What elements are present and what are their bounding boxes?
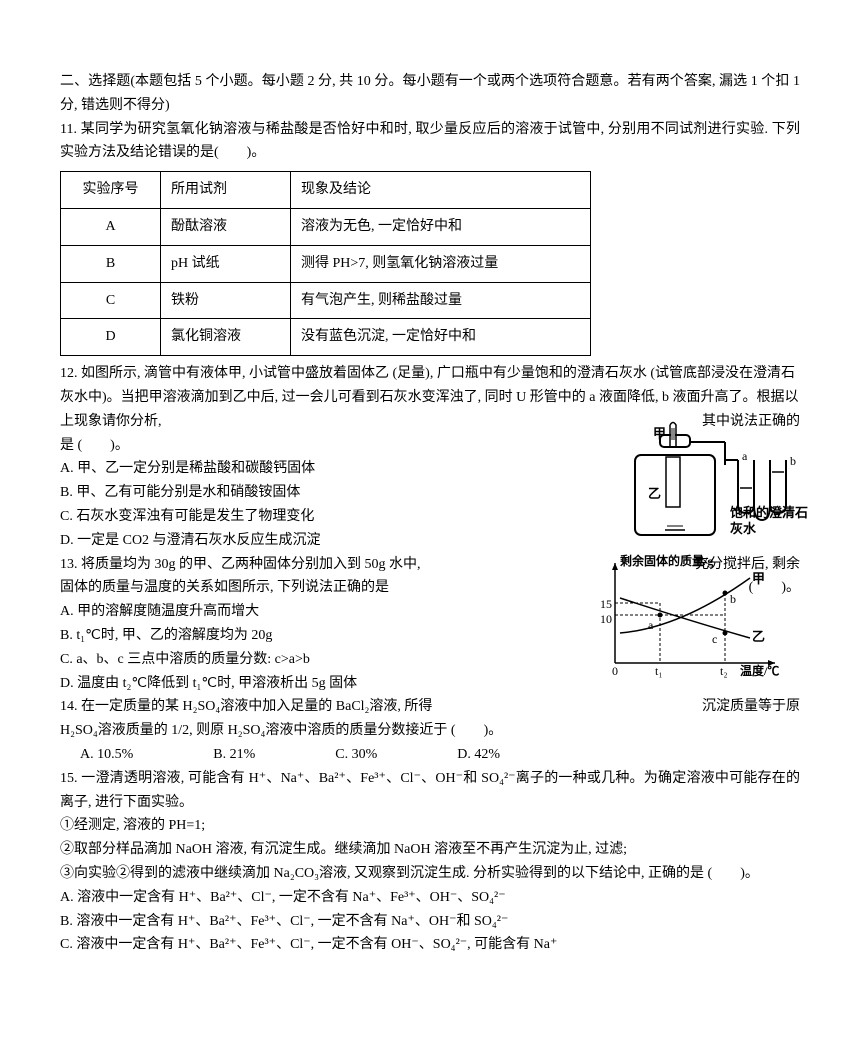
cell-reagent: 酚酞溶液 (161, 208, 291, 245)
table-row: B pH 试纸 测得 PH>7, 则氢氧化钠溶液过量 (61, 245, 591, 282)
q15-optC: C. 溶液中一定含有 H⁺、Ba²⁺、Fe³⁺、Cl⁻, 一定不含有 OH⁻、S… (60, 933, 800, 957)
x1: t₁ (655, 664, 663, 678)
q15-optB: B. 溶液中一定含有 H⁺、Ba²⁺、Fe³⁺、Cl⁻, 一定不含有 Na⁺、O… (60, 910, 800, 934)
th-result: 现象及结论 (291, 172, 591, 209)
q14-optD: D. 42% (457, 743, 500, 767)
q11-stem: 11. 某同学为研究氢氧化钠溶液与稀盐酸是否恰好中和时, 取少量反应后的溶液于试… (60, 118, 800, 166)
pb: b (730, 592, 736, 606)
q14-optA: A. 10.5% (80, 743, 133, 767)
y15: 15 (600, 597, 612, 611)
xlabel: 温度/℃ (740, 663, 779, 678)
label-b: b (790, 454, 796, 468)
x0: 0 (612, 664, 618, 678)
ylabel: 剩余固体的质量/g (620, 553, 713, 568)
x2: t₂ (720, 664, 728, 678)
q12-figure: 甲 乙 a b 饱和的澄清石灰水 (610, 410, 810, 550)
cell-id: B (61, 245, 161, 282)
q15-optA: A. 溶液中一定含有 H⁺、Ba²⁺、Cl⁻, 一定不含有 Na⁺、Fe³⁺、O… (60, 886, 800, 910)
table-row: 实验序号 所用试剂 现象及结论 (61, 172, 591, 209)
q15-step1: ①经测定, 溶液的 PH=1; (60, 814, 800, 838)
curve-jia: 甲 (752, 571, 765, 586)
q13-stem3a: 固体的质量与温度的关系如图所示, 下列说法正确的是 (60, 580, 389, 595)
q15-stem: 15. 一澄清透明溶液, 可能含有 H⁺、Na⁺、Ba²⁺、Fe³⁺、Cl⁻、O… (60, 767, 800, 815)
cell-reagent: 铁粉 (161, 282, 291, 319)
q13-stem1: 13. 将质量均为 30g 的甲、乙两种固体分别加入到 50g 水中, (60, 557, 421, 572)
y10: 10 (600, 612, 612, 626)
cell-result: 没有蓝色沉淀, 一定恰好中和 (291, 319, 591, 356)
q14-stem1: 14. 在一定质量的某 H₂SO₄溶液中加入足量的 BaCl₂溶液, 所得 (60, 699, 432, 714)
cell-result: 有气泡产生, 则稀盐酸过量 (291, 282, 591, 319)
cell-id: D (61, 319, 161, 356)
q13-block: 15 10 0 t₁ t₂ a b c 甲 乙 剩余固体的质量/g 温度/℃ 1… (60, 553, 800, 696)
q14-optC: C. 30% (335, 743, 377, 767)
q14-stem3: H₂SO₄溶液质量的 1/2, 则原 H₂SO₄溶液中溶质的质量分数接近于 ( … (60, 719, 800, 743)
label-yi: 乙 (648, 486, 661, 501)
q14-stem2: 沉淀质量等于原 (702, 695, 800, 719)
pa: a (648, 618, 654, 632)
pc: c (712, 632, 717, 646)
th-id: 实验序号 (61, 172, 161, 209)
q12-block: 甲 乙 a b 饱和的澄清石灰水 12. 如图所示, 滴管中有液体甲, 小试管中… (60, 362, 800, 552)
q14-options: A. 10.5% B. 21% C. 30% D. 42% (80, 743, 800, 767)
section-header: 二、选择题(本题包括 5 个小题。每小题 2 分, 共 10 分。每小题有一个或… (60, 70, 800, 118)
cell-reagent: pH 试纸 (161, 245, 291, 282)
cell-reagent: 氯化铜溶液 (161, 319, 291, 356)
q15-step2: ②取部分样品滴加 NaOH 溶液, 有沉淀生成。继续滴加 NaOH 溶液至不再产… (60, 838, 800, 862)
cell-result: 测得 PH>7, 则氢氧化钠溶液过量 (291, 245, 591, 282)
table-row: A 酚酞溶液 溶液为无色, 一定恰好中和 (61, 208, 591, 245)
q11-table: 实验序号 所用试剂 现象及结论 A 酚酞溶液 溶液为无色, 一定恰好中和 B p… (60, 171, 591, 356)
q15-step3: ③向实验②得到的滤液中继续滴加 Na₂CO₃溶液, 又观察到沉淀生成. 分析实验… (60, 862, 800, 886)
label-a: a (742, 449, 748, 463)
cell-id: A (61, 208, 161, 245)
cell-id: C (61, 282, 161, 319)
q14-optB: B. 21% (213, 743, 255, 767)
label-lime: 饱和的澄清石灰水 (730, 505, 810, 536)
cell-result: 溶液为无色, 一定恰好中和 (291, 208, 591, 245)
table-row: D 氯化铜溶液 没有蓝色沉淀, 一定恰好中和 (61, 319, 591, 356)
table-row: C 铁粉 有气泡产生, 则稀盐酸过量 (61, 282, 591, 319)
q13-figure: 15 10 0 t₁ t₂ a b c 甲 乙 剩余固体的质量/g 温度/℃ (590, 553, 790, 683)
th-reagent: 所用试剂 (161, 172, 291, 209)
curve-yi: 乙 (752, 629, 765, 644)
label-jia: 甲 (653, 426, 666, 441)
